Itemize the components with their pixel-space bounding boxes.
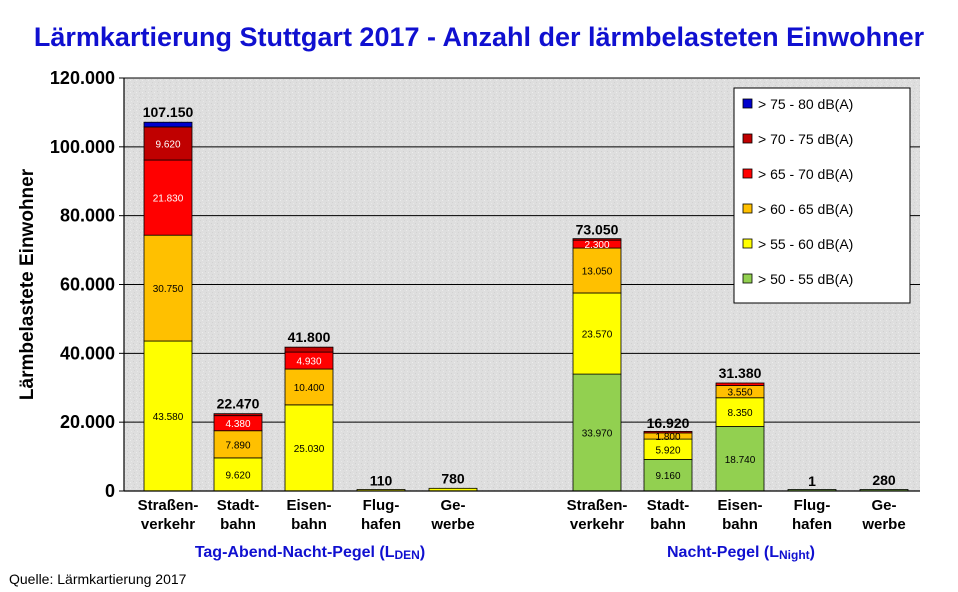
bar-segment xyxy=(284,404,334,492)
segment-value-label: 9.620 xyxy=(225,470,250,481)
category-label: Ge-werbe xyxy=(430,497,474,533)
segment-value-label: 9.160 xyxy=(655,471,680,482)
bar-segment xyxy=(143,159,193,236)
y-tick-label: 80.000 xyxy=(60,206,115,226)
bar-segment xyxy=(143,121,193,128)
legend-swatch xyxy=(742,98,753,109)
y-tick-label: 60.000 xyxy=(60,275,115,295)
group-label: Nacht-Pegel (LNight) xyxy=(667,544,815,562)
category-label: Straßen-verkehr xyxy=(138,497,199,533)
y-tick-label: 40.000 xyxy=(60,343,115,363)
segment-value-label: 43.580 xyxy=(153,412,184,423)
legend xyxy=(733,87,911,304)
segment-value-label: 4.930 xyxy=(296,357,321,368)
y-tick-label: 100.000 xyxy=(50,137,115,157)
bar-segment xyxy=(284,346,334,353)
category-label: Flug-hafen xyxy=(361,497,401,533)
bar-total-label: 280 xyxy=(872,472,896,488)
bar-segment xyxy=(143,126,193,161)
segment-value-label: 23.570 xyxy=(582,330,613,341)
segment-value-label: 25.030 xyxy=(294,444,325,455)
bar-segment xyxy=(213,430,263,459)
category-label: Eisen-bahn xyxy=(286,497,331,533)
category-label: Flug-hafen xyxy=(792,497,832,533)
bar-total-label: 73.050 xyxy=(576,222,619,238)
bar-segment xyxy=(572,238,622,241)
bar-segment xyxy=(715,382,765,386)
legend-entry: > 70 - 75 dB(A) xyxy=(758,131,853,147)
group-label: Tag-Abend-Nacht-Pegel (LDEN) xyxy=(195,544,425,562)
bar-segment xyxy=(213,413,263,417)
segment-value-label: 7.890 xyxy=(225,440,250,451)
segment-value-label: 9.620 xyxy=(155,139,180,150)
category-label: Ge-werbe xyxy=(861,497,905,533)
bar-total-label: 107.150 xyxy=(143,104,194,120)
legend-entry: > 55 - 60 dB(A) xyxy=(758,236,853,252)
y-tick-label: 120.000 xyxy=(50,68,115,88)
bar-total-label: 41.800 xyxy=(288,329,331,345)
category-label: Straßen-verkehr xyxy=(567,497,628,533)
bar-segment xyxy=(643,459,693,492)
legend-entry: > 65 - 70 dB(A) xyxy=(758,166,853,182)
legend-swatch xyxy=(742,133,753,144)
y-tick-label: 0 xyxy=(105,481,115,501)
source-note: Quelle: Lärmkartierung 2017 xyxy=(9,571,187,587)
bar-segment xyxy=(213,457,263,492)
segment-value-label: 10.400 xyxy=(294,383,325,394)
category-label: Stadt-bahn xyxy=(217,497,260,533)
bar-total-label: 22.470 xyxy=(217,396,260,412)
bar-total-label: 16.920 xyxy=(647,415,690,431)
bar-segment xyxy=(143,340,193,492)
bar-segment xyxy=(143,234,193,342)
legend-entry: > 50 - 55 dB(A) xyxy=(758,271,853,287)
category-label: Eisen-bahn xyxy=(717,497,762,533)
bar-segment xyxy=(284,368,334,406)
y-tick-label: 20.000 xyxy=(60,412,115,432)
legend-entry: > 60 - 65 dB(A) xyxy=(758,201,853,217)
segment-value-label: 4.380 xyxy=(225,419,250,430)
segment-value-label: 13.050 xyxy=(582,267,613,278)
segment-value-label: 18.740 xyxy=(725,455,756,466)
legend-swatch xyxy=(742,238,753,249)
segment-value-label: 33.970 xyxy=(582,429,613,440)
segment-value-label: 2.300 xyxy=(584,240,609,251)
chart-title: Lärmkartierung Stuttgart 2017 - Anzahl d… xyxy=(34,22,925,52)
category-label: Stadt-bahn xyxy=(647,497,690,533)
segment-value-label: 1.800 xyxy=(655,432,680,443)
segment-value-label: 21.830 xyxy=(153,194,184,205)
segment-value-label: 30.750 xyxy=(153,284,184,295)
bar-total-label: 31.380 xyxy=(719,365,762,381)
y-axis-label: Lärmbelastete Einwohner xyxy=(17,168,38,400)
segment-value-label: 5.920 xyxy=(655,445,680,456)
legend-swatch xyxy=(742,168,753,179)
bar-segment xyxy=(643,431,693,434)
legend-swatch xyxy=(742,273,753,284)
bar-total-label: 110 xyxy=(370,473,393,489)
segment-value-label: 3.550 xyxy=(727,388,752,399)
segment-value-label: 8.350 xyxy=(727,408,752,419)
legend-swatch xyxy=(742,203,753,214)
bar-total-label: 1 xyxy=(808,473,816,489)
bar-total-label: 780 xyxy=(441,470,465,486)
legend-entry: > 75 - 80 dB(A) xyxy=(758,96,853,112)
